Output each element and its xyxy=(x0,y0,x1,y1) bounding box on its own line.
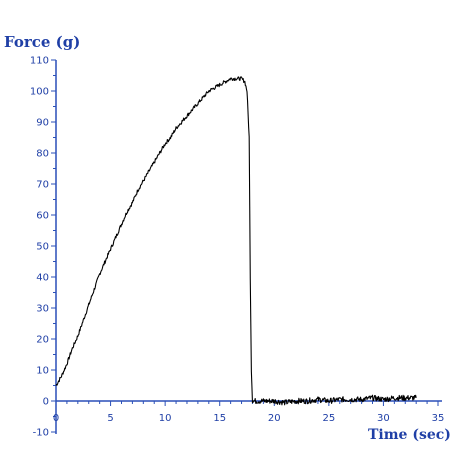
x-tick-label: 25 xyxy=(322,413,335,424)
y-tick-label: 50 xyxy=(36,242,49,253)
y-tick-label: 70 xyxy=(36,180,49,191)
x-axis-ticks: 0 5 10 15 20 25 30 35 xyxy=(53,401,445,424)
y-axis-label: Force (g) xyxy=(4,33,80,51)
x-tick-label: 35 xyxy=(432,413,445,424)
y-tick-label: -10 xyxy=(33,428,49,439)
x-tick-label: 20 xyxy=(268,413,281,424)
y-tick-label: 0 xyxy=(43,397,49,408)
x-tick-label: 30 xyxy=(377,413,390,424)
x-tick-label: 10 xyxy=(159,413,172,424)
y-tick-label: 90 xyxy=(36,118,49,129)
y-tick-label: 30 xyxy=(36,304,49,315)
axes xyxy=(55,60,442,434)
x-axis-label: Time (sec) xyxy=(368,427,451,443)
plot-area xyxy=(55,76,417,406)
y-tick-label: 20 xyxy=(36,335,49,346)
x-tick-label: 15 xyxy=(213,413,226,424)
y-tick-label: 10 xyxy=(36,366,49,377)
force-series-line xyxy=(55,76,417,406)
x-tick-label: 5 xyxy=(107,413,113,424)
x-tick-label: 0 xyxy=(53,413,59,424)
y-tick-label: 60 xyxy=(36,211,49,222)
y-tick-label: 100 xyxy=(30,87,49,98)
y-tick-label: 80 xyxy=(36,149,49,160)
y-tick-label: 110 xyxy=(30,56,49,67)
y-tick-label: 40 xyxy=(36,273,49,284)
